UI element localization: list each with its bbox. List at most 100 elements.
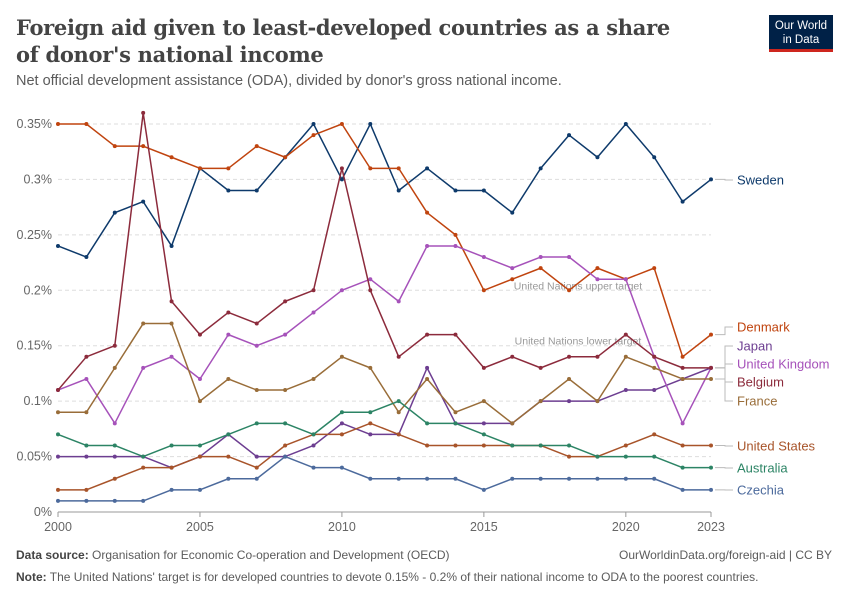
series-france: France <box>56 321 777 426</box>
data-point <box>112 454 117 459</box>
series-label: Denmark <box>737 320 790 335</box>
series-line <box>57 112 711 391</box>
data-point <box>339 122 344 126</box>
y-tick-label: 0.2% <box>24 283 53 297</box>
data-point <box>254 188 259 193</box>
y-tick-label: 0.15% <box>17 339 52 353</box>
data-point <box>368 166 373 171</box>
note-text: The United Nations' target is for develo… <box>49 570 759 584</box>
data-point <box>197 487 202 492</box>
data-point <box>652 354 657 359</box>
data-point <box>141 321 146 326</box>
data-point <box>339 432 344 437</box>
data-point <box>84 122 89 126</box>
data-point <box>197 443 202 448</box>
data-point <box>368 365 373 370</box>
data-point <box>368 277 373 282</box>
data-point <box>453 188 458 193</box>
data-point <box>510 266 515 271</box>
data-point <box>652 388 657 393</box>
data-point <box>567 476 572 481</box>
data-point <box>425 443 430 448</box>
data-point <box>481 399 486 404</box>
note: Note: The United Nations' target is for … <box>16 570 759 584</box>
data-point <box>141 498 146 503</box>
data-point <box>56 487 60 492</box>
data-point <box>311 122 316 126</box>
data-point <box>680 487 685 492</box>
data-point <box>197 376 202 381</box>
data-point <box>425 210 430 215</box>
series-label: France <box>737 394 777 409</box>
data-point <box>84 376 89 381</box>
data-point <box>112 443 117 448</box>
data-point <box>226 454 231 459</box>
data-point <box>197 454 202 459</box>
label-connector <box>715 345 733 369</box>
data-point <box>396 476 401 481</box>
data-point <box>226 332 231 337</box>
data-point <box>510 443 515 448</box>
data-point <box>254 465 259 470</box>
data-point <box>283 443 288 448</box>
data-point <box>112 365 117 370</box>
data-point <box>567 399 572 404</box>
logo-line-1: Our World <box>774 20 828 32</box>
data-point <box>169 321 174 326</box>
data-point <box>141 144 146 149</box>
data-point <box>567 376 572 381</box>
data-point <box>453 243 458 248</box>
series-label: Sweden <box>737 173 784 188</box>
data-point <box>623 277 628 282</box>
data-point <box>56 454 60 459</box>
data-point <box>112 343 117 348</box>
series-label: Japan <box>737 339 772 354</box>
data-point <box>567 454 572 459</box>
data-point <box>510 277 515 282</box>
data-point <box>481 365 486 370</box>
data-point <box>567 133 572 138</box>
data-point <box>396 410 401 415</box>
data-point <box>141 199 146 204</box>
data-point <box>226 310 231 315</box>
data-point <box>425 365 430 370</box>
data-point <box>567 443 572 448</box>
source-url[interactable]: OurWorldinData.org/foreign-aid | CC BY <box>619 548 832 562</box>
data-point <box>226 476 231 481</box>
data-point <box>538 166 543 171</box>
series-belgium: Belgium <box>56 110 784 393</box>
data-point <box>254 321 259 326</box>
data-point <box>197 399 202 404</box>
data-point <box>652 432 657 437</box>
data-point <box>652 266 657 271</box>
data-point <box>453 443 458 448</box>
series-sweden: Sweden <box>56 122 784 260</box>
data-point <box>538 399 543 404</box>
data-point <box>169 465 174 470</box>
data-point <box>595 266 600 271</box>
data-point <box>283 332 288 337</box>
data-point <box>56 388 60 393</box>
data-point <box>680 354 685 359</box>
data-point <box>396 188 401 193</box>
data-point <box>510 476 515 481</box>
series-line <box>58 367 712 469</box>
owid-logo[interactable]: Our World in Data <box>769 15 833 52</box>
x-tick-label: 2020 <box>612 520 640 534</box>
data-point <box>425 166 430 171</box>
data-point <box>254 388 259 393</box>
data-point <box>709 487 713 492</box>
data-point <box>56 122 60 126</box>
label-connector <box>715 444 733 447</box>
target-annotation: United Nations lower target <box>515 336 642 348</box>
series-label: Australia <box>737 461 788 476</box>
data-point <box>283 155 288 160</box>
source-text: Organisation for Economic Co-operation a… <box>92 548 450 562</box>
data-point <box>169 443 174 448</box>
data-point <box>368 476 373 481</box>
source-label: Data source: <box>16 548 89 562</box>
data-point <box>481 432 486 437</box>
data-point <box>709 177 713 182</box>
y-tick-label: 0.3% <box>24 172 53 186</box>
